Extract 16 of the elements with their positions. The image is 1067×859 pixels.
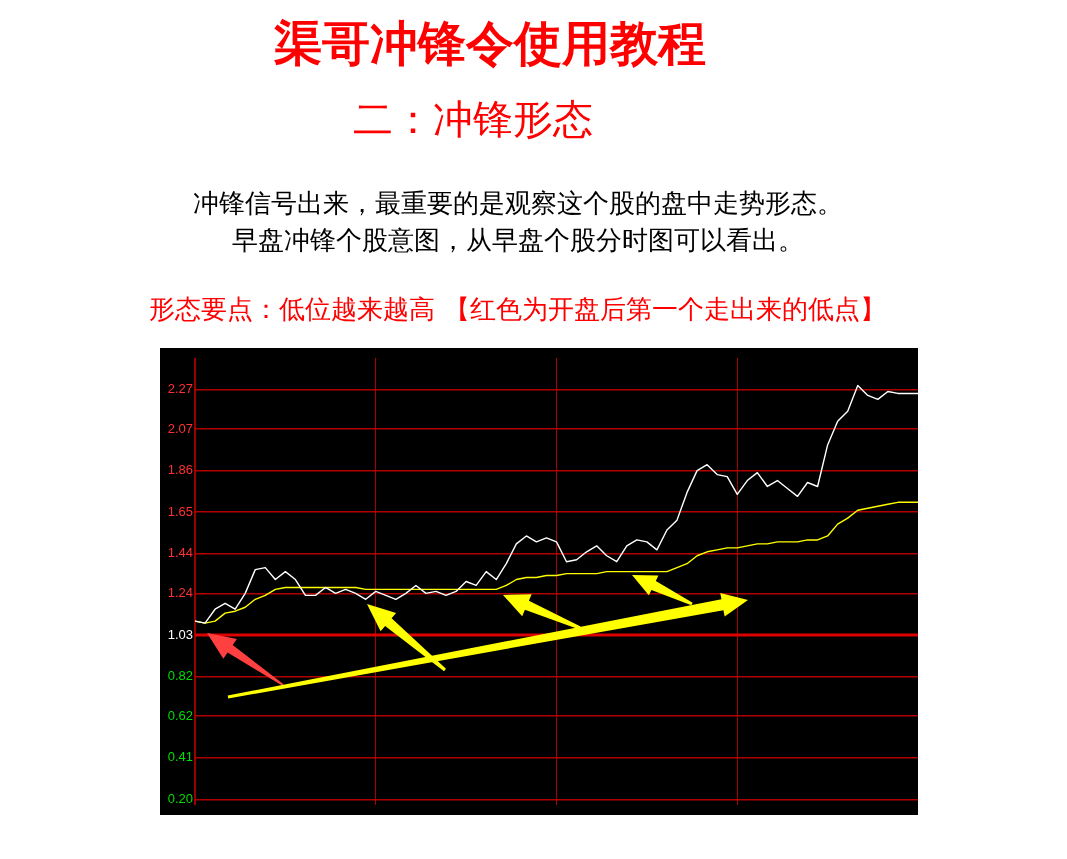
chart-subtitle: 二：冲锋形态: [351, 95, 594, 144]
y-tick-label: 0.20: [167, 790, 193, 806]
y-tick-label: 1.24: [167, 584, 193, 600]
y-tick-label: 1.44: [167, 545, 193, 561]
y-tick-label: 2.27: [167, 381, 193, 397]
text: 早盘冲锋个股意图，从早盘个股分时图可以看出。: [230, 224, 805, 257]
chart-title: 渠哥冲锋令使用教程: [273, 14, 707, 73]
y-tick-label: 0.41: [167, 749, 193, 765]
y-tick-label: 2.07: [167, 420, 193, 436]
text: 形态要点：低位越来越高 【红色为开盘后第一个走出来的低点】: [148, 293, 887, 326]
y-tick-label: 1.86: [167, 462, 193, 478]
y-tick-label: 1.65: [167, 503, 193, 519]
y-tick-label: 0.62: [167, 707, 193, 723]
text: 冲锋信号出来，最重要的是观察这个股的盘中走势形态。: [191, 187, 844, 220]
y-tick-label: 1.03: [167, 626, 193, 642]
y-tick-label: 0.82: [167, 668, 193, 684]
